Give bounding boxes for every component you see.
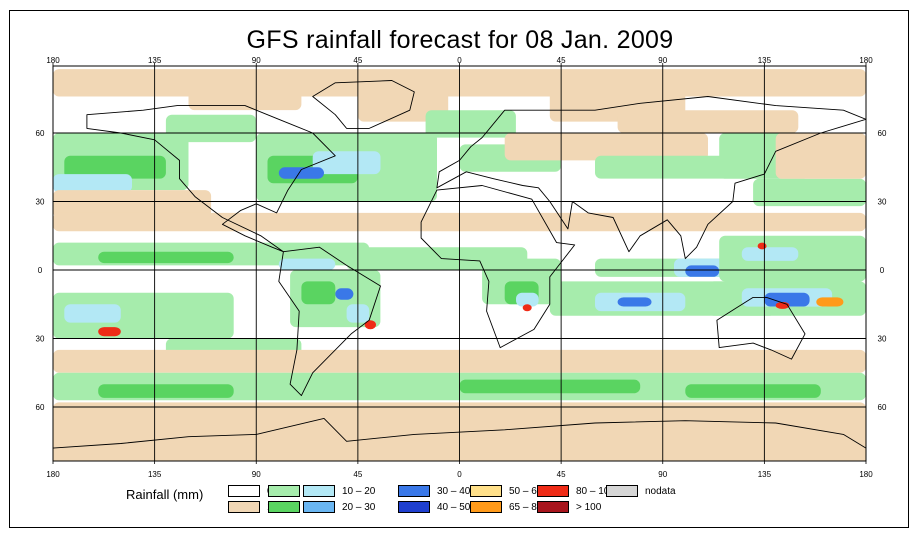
rainfall-patch [504, 133, 708, 161]
longitude-label: 45 [557, 470, 566, 479]
rainfall-patch [816, 297, 844, 307]
coastline [53, 417, 866, 461]
longitude-label: 45 [557, 56, 566, 65]
latitude-label: 60 [36, 129, 45, 138]
rainfall-patch [98, 384, 234, 398]
longitude-label: 180 [859, 56, 873, 65]
rainfall-patch [335, 288, 354, 300]
rainfall-patch [775, 133, 866, 179]
rainfall-patch [522, 304, 532, 312]
longitude-label: 135 [758, 56, 772, 65]
rainfall-patch [53, 292, 234, 339]
longitude-label: 90 [658, 56, 667, 65]
rainfall-patch [764, 292, 810, 307]
rainfall-patch [301, 281, 336, 305]
rainfall-patch [53, 190, 212, 218]
longitude-label: 180 [859, 470, 873, 479]
rainfall-patch [364, 320, 376, 330]
longitude-label: 180 [46, 56, 60, 65]
longitude-label: 90 [658, 470, 667, 479]
latitude-label: 30 [878, 198, 887, 207]
latitude-label: 60 [878, 129, 887, 138]
rainfall-patch [188, 87, 302, 111]
rainfall-patch [425, 110, 516, 138]
latitude-label: 0 [38, 266, 43, 275]
longitude-label: 135 [148, 470, 162, 479]
rainfall-patch [617, 297, 652, 307]
rainfall-patch [617, 110, 799, 133]
longitude-label: 90 [252, 56, 261, 65]
longitude-label: 45 [353, 56, 362, 65]
longitude-label: 0 [457, 56, 462, 65]
longitude-label: 0 [457, 470, 462, 479]
rainfall-patch [98, 327, 121, 337]
longitude-label: 90 [252, 470, 261, 479]
rainfall-patch [516, 292, 539, 307]
rainfall-patch [64, 304, 121, 323]
map-title: GFS rainfall forecast for 08 Jan. 2009 [246, 26, 674, 54]
latitude-label: 60 [36, 403, 45, 412]
rainfall-patch [753, 178, 866, 207]
axis-ticks [52, 63, 867, 464]
coastlines [53, 80, 866, 461]
axis-labels: 180 135 90 45 0 45 90 135 180 180 135 90 45 0 45 90 135 1… [36, 56, 887, 479]
coastline [716, 296, 806, 360]
rainfall-patch [278, 167, 324, 179]
latitude-label: 0 [880, 266, 885, 275]
rainfall-patch [278, 258, 336, 270]
latitude-label: 60 [878, 403, 887, 412]
figure-frame [9, 10, 909, 528]
latitude-label: 30 [878, 335, 887, 344]
rainfall-patch [685, 384, 821, 398]
longitude-label: 135 [758, 470, 772, 479]
coastline [278, 246, 381, 397]
latitude-label: 30 [36, 335, 45, 344]
coastline [312, 80, 415, 129]
rainfall-patch [459, 379, 641, 394]
longitude-label: 180 [46, 470, 60, 479]
rainfall-patch [165, 114, 257, 143]
rainfall-patch [357, 87, 449, 122]
longitude-label: 45 [353, 470, 362, 479]
rainfall-patch [685, 265, 720, 277]
coastline [420, 185, 576, 349]
rainfall-patch [312, 151, 381, 175]
graticule [53, 66, 866, 461]
rainfall-patch [53, 174, 132, 193]
coastline [86, 105, 336, 253]
rainfall-patch [741, 247, 799, 261]
latitude-label: 30 [36, 198, 45, 207]
rainfall-patch [757, 242, 767, 250]
rainfall-patch [98, 251, 234, 264]
longitude-label: 135 [148, 56, 162, 65]
rainfall-patch [64, 155, 166, 179]
